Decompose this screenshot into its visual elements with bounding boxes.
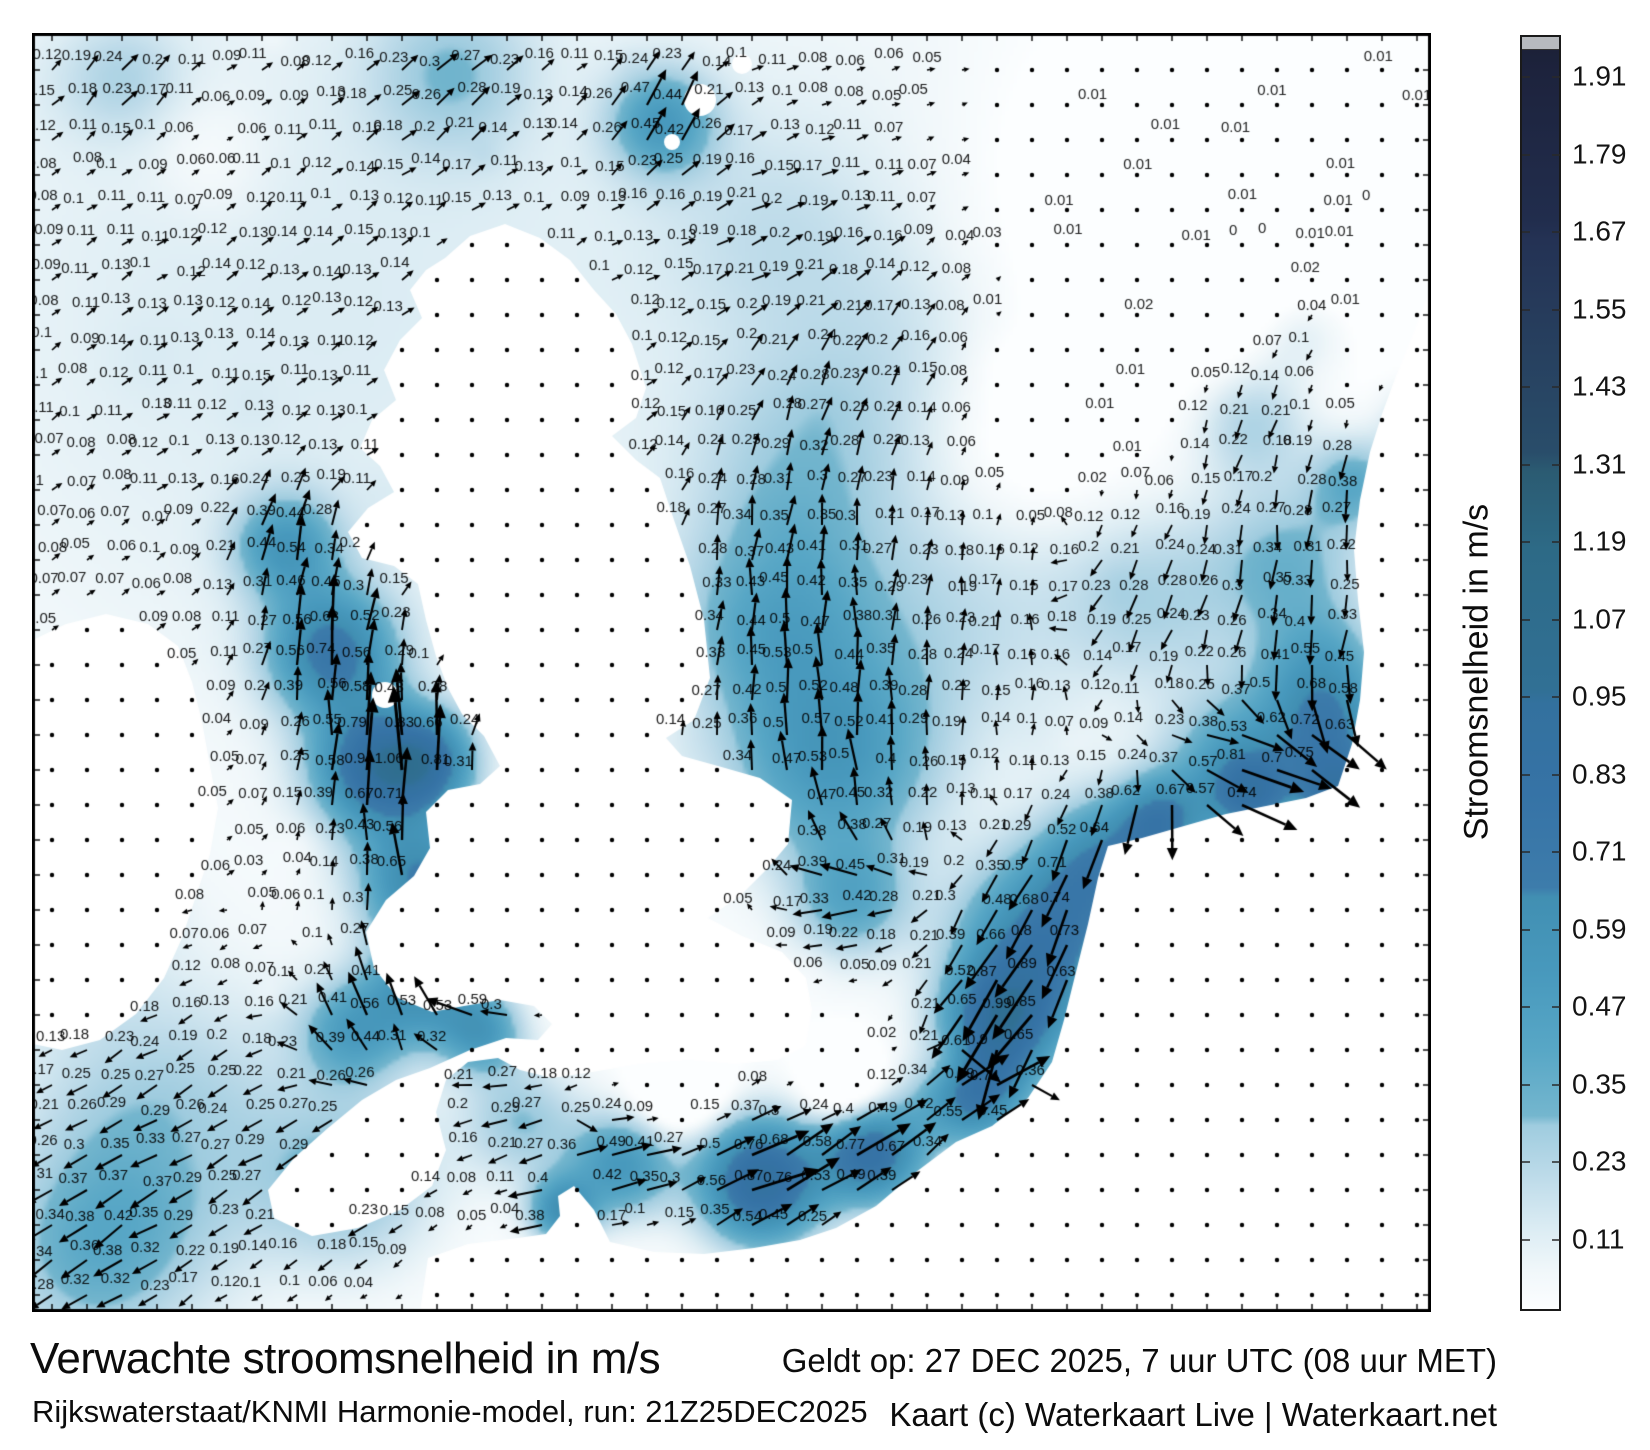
- colorbar-tick-mark: [1522, 308, 1530, 311]
- colorbar-tick-mark: [1522, 851, 1530, 854]
- colorbar-tick-mark: [1552, 773, 1560, 776]
- colorbar-tick-mark: [1522, 76, 1530, 79]
- valid-time: Geldt op: 27 DEC 2025, 7 uur UTC (08 uur…: [781, 1342, 1497, 1379]
- colorbar-tick-label: 0.11: [1572, 1223, 1625, 1255]
- colorbar: [1520, 35, 1561, 1311]
- colorbar-tick-label: 0.71: [1572, 835, 1627, 867]
- colorbar-tick-mark: [1522, 618, 1530, 621]
- colorbar-gradient: [1522, 50, 1559, 1309]
- colorbar-tick-mark: [1522, 1083, 1530, 1086]
- colorbar-tick-mark: [1552, 386, 1560, 389]
- colorbar-tick-label: 1.07: [1572, 603, 1627, 635]
- colorbar-tick-label: 1.43: [1572, 370, 1627, 402]
- colorbar-tick-label: 1.79: [1572, 137, 1627, 169]
- colorbar-tick-mark: [1552, 618, 1560, 621]
- colorbar-tick-mark: [1552, 696, 1560, 699]
- colorbar-axis-label: Stroomsnelheid in m/s: [1457, 503, 1496, 841]
- model-run-info: Rijkswaterstaat/KNMI Harmonie-model, run…: [32, 1394, 868, 1429]
- colorbar-tick-mark: [1522, 1006, 1530, 1009]
- colorbar-overflow-cap: [1522, 37, 1559, 50]
- map-canvas: [32, 33, 1431, 1312]
- colorbar-tick-mark: [1522, 928, 1530, 931]
- colorbar-tick-label: 1.67: [1572, 215, 1627, 247]
- colorbar-tick-label: 1.19: [1572, 525, 1627, 557]
- colorbar-tick-mark: [1522, 231, 1530, 234]
- colorbar-tick-label: 0.83: [1572, 758, 1627, 790]
- colorbar-tick-mark: [1552, 76, 1560, 79]
- colorbar-tick-mark: [1522, 1161, 1530, 1164]
- colorbar-tick-label: 1.91: [1572, 60, 1627, 92]
- colorbar-tick-mark: [1552, 153, 1560, 156]
- colorbar-tick-label: 0.59: [1572, 913, 1627, 945]
- colorbar-tick-mark: [1552, 308, 1560, 311]
- colorbar-tick-mark: [1552, 231, 1560, 234]
- colorbar-tick-mark: [1552, 541, 1560, 544]
- colorbar-tick-mark: [1522, 541, 1530, 544]
- copyright-credit: Kaart (c) Waterkaart Live | Waterkaart.n…: [889, 1396, 1497, 1433]
- colorbar-tick-label: 0.35: [1572, 1068, 1627, 1100]
- colorbar-tick-mark: [1522, 1238, 1530, 1241]
- colorbar-tick-mark: [1552, 1161, 1560, 1164]
- colorbar-tick-mark: [1522, 153, 1530, 156]
- colorbar-tick-mark: [1552, 851, 1560, 854]
- map-title: Verwachte stroomsnelheid in m/s: [30, 1334, 661, 1383]
- colorbar-tick-mark: [1522, 696, 1530, 699]
- colorbar-tick-mark: [1552, 1083, 1560, 1086]
- colorbar-tick-label: 0.47: [1572, 990, 1627, 1022]
- colorbar-tick-label: 1.55: [1572, 293, 1627, 325]
- colorbar-tick-mark: [1552, 463, 1560, 466]
- colorbar-tick-mark: [1552, 1006, 1560, 1009]
- colorbar-tick-mark: [1552, 1238, 1560, 1241]
- current-map-frame: [32, 33, 1431, 1312]
- colorbar-tick-mark: [1522, 463, 1530, 466]
- colorbar-tick-label: 0.23: [1572, 1145, 1627, 1177]
- colorbar-tick-mark: [1522, 386, 1530, 389]
- colorbar-tick-label: 1.31: [1572, 448, 1627, 480]
- colorbar-tick-label: 0.95: [1572, 680, 1627, 712]
- colorbar-tick-mark: [1552, 928, 1560, 931]
- colorbar-tick-mark: [1522, 773, 1530, 776]
